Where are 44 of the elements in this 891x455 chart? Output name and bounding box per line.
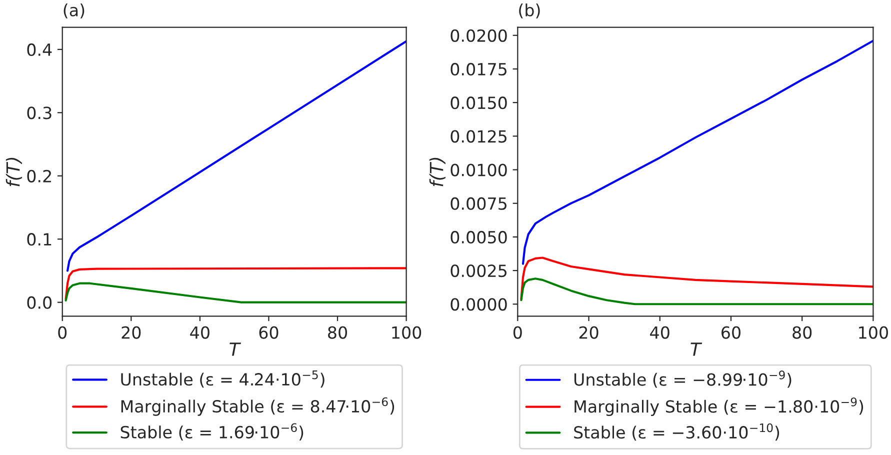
legend-label: Marginally Stable (ε = −1.80·10$^{−9}$) <box>574 398 864 416</box>
legend-label: Marginally Stable (ε = 8.47·10$^{−6}$) <box>121 397 394 416</box>
y-tick-label: 0.1 <box>27 233 52 246</box>
y-tick-label: 0.0125 <box>450 130 506 143</box>
x-tick-label: 100 <box>859 326 888 339</box>
y-tick-label: 0.2 <box>27 170 51 182</box>
x-tick-label: 0 <box>58 326 67 339</box>
line-series <box>64 282 406 304</box>
line-series <box>66 40 406 272</box>
chart-title: (b) <box>519 4 540 18</box>
legend-label: Stable (ε = −3.60·10$^{−10}$) <box>574 423 780 441</box>
legend-label: Unstable (ε = −8.99·10$^{−9}$) <box>574 370 792 388</box>
y-axis-title: f(T) <box>429 158 446 186</box>
y-tick-label: 0.3 <box>27 106 52 120</box>
x-tick-label: 40 <box>650 326 670 339</box>
x-tick-label: 80 <box>792 326 812 339</box>
y-tick-label: 0.0050 <box>450 230 507 244</box>
x-tick-label: 20 <box>122 326 141 339</box>
line-series <box>520 278 874 306</box>
y-tick-label: 0.0150 <box>450 96 507 110</box>
y-tick-label: 0.0 <box>27 296 52 309</box>
y-tick-label: 0.0200 <box>450 29 507 42</box>
x-tick-label: 40 <box>190 326 210 339</box>
y-tick-label: 0.0100 <box>450 164 507 176</box>
line-series <box>522 40 874 265</box>
y-tick-label: 0.0000 <box>450 298 507 311</box>
x-tick-label: 60 <box>722 326 740 339</box>
x-tick-label: 80 <box>328 326 348 339</box>
y-tick-label: 0.0025 <box>450 264 506 278</box>
y-tick-label: 0.0075 <box>450 197 506 210</box>
x-tick-label: 0 <box>513 326 522 339</box>
y-tick-label: 0.0175 <box>450 62 506 76</box>
x-axis-title: T <box>690 342 702 356</box>
line-series <box>64 267 406 300</box>
x-tick-label: 60 <box>259 326 278 339</box>
legend-label: Stable (ε = 1.69·10$^{−6}$) <box>120 423 304 440</box>
x-axis-title: T <box>230 342 242 356</box>
chart-title: (a) <box>64 4 84 18</box>
x-tick-label: 20 <box>579 326 598 339</box>
y-tick-label: 0.4 <box>27 43 52 56</box>
line-series <box>520 256 874 300</box>
x-tick-label: 100 <box>392 326 422 339</box>
legend-label: Unstable (ε = 4.24·10$^{−5}$) <box>121 370 324 388</box>
y-axis-title: f(T) <box>6 158 22 186</box>
